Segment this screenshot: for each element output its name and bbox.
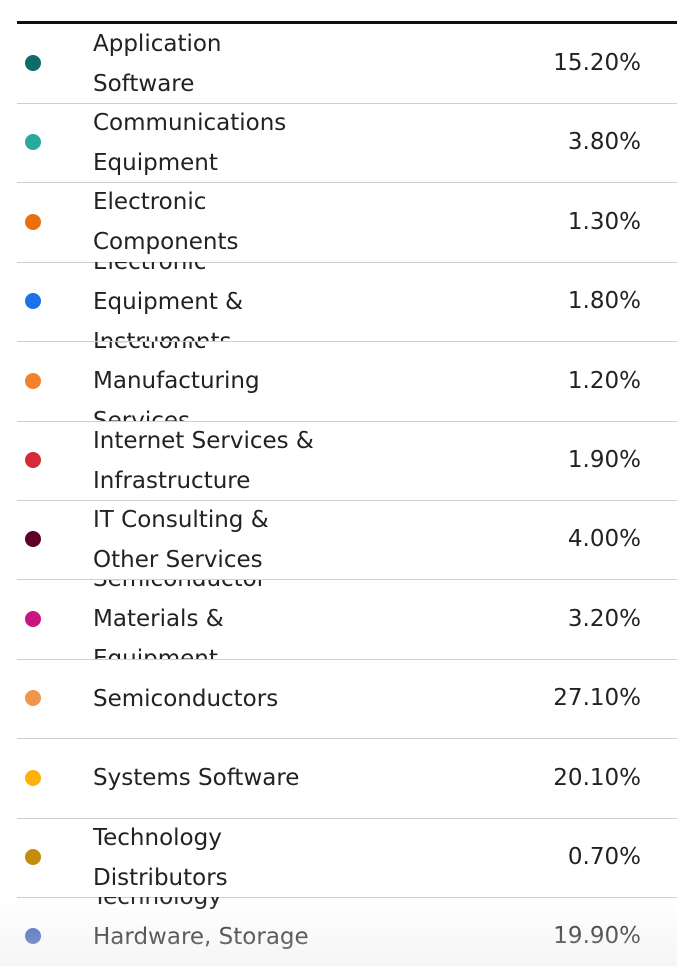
color-dot — [25, 928, 41, 945]
color-dot — [25, 531, 41, 548]
color-dot — [25, 690, 41, 707]
weight-value: 19.90% — [553, 923, 641, 950]
sector-label: Electronic Equipment & Instruments — [93, 262, 393, 341]
sector-row: Electronic Manufacturing Services 1.20% — [17, 342, 677, 422]
sector-row: Semiconductor Materials & Equipment 3.20% — [17, 580, 677, 660]
label-line: Infrastructure — [93, 467, 251, 494]
label-line: Instruments — [93, 328, 232, 343]
color-dot — [25, 769, 41, 786]
sector-row: IT Consulting & Other Services 4.00% — [17, 500, 677, 581]
label-line: Components — [93, 229, 239, 256]
sector-label: Electronic Manufacturing Services — [93, 342, 393, 421]
sector-label: Communications Equipment — [93, 103, 393, 182]
sector-label: IT Consulting & Other Services — [93, 500, 393, 579]
label-line: Technology — [93, 824, 222, 851]
color-dot — [25, 452, 41, 468]
label-line: Other Services — [93, 546, 263, 573]
weight-value: 20.10% — [553, 764, 641, 791]
sector-row: Electronic Equipment & Instruments 1.80% — [17, 262, 677, 343]
color-dot — [25, 849, 41, 865]
top-rule — [17, 21, 677, 24]
color-dot — [25, 55, 41, 71]
weight-value: 0.70% — [567, 844, 641, 870]
sector-label: Technology Distributors — [93, 818, 393, 897]
label-line: Services — [93, 408, 190, 422]
color-dot — [25, 293, 41, 310]
sector-row: Systems Software 20.10% — [17, 739, 677, 819]
weight-value: 3.20% — [567, 605, 641, 632]
label-line: Distributors — [93, 864, 228, 891]
label-line: IT Consulting & — [93, 506, 269, 533]
weight-value: 15.20% — [553, 50, 641, 76]
label-line: Communications — [93, 109, 287, 136]
label-line: Equipment — [93, 646, 218, 660]
sector-label: Electronic Components — [93, 183, 393, 262]
sector-row: Semiconductors 27.10% — [17, 659, 677, 740]
sector-row: Communications Equipment 3.80% — [17, 103, 677, 184]
weight-value: 1.90% — [567, 447, 641, 473]
sector-label: Application Software — [93, 24, 393, 103]
weight-value: 1.30% — [567, 208, 641, 235]
label-line: Equipment — [93, 149, 218, 176]
label-line: Equipment & — [93, 288, 244, 315]
sector-row: Technology Distributors 0.70% — [17, 818, 677, 898]
sector-label: Semiconductor Materials & Equipment — [93, 580, 393, 659]
label-line: Electronic — [93, 342, 393, 362]
sector-row: Application Software 15.20% — [17, 24, 677, 104]
weight-value: 27.10% — [553, 685, 641, 712]
label-line: Technology — [93, 897, 393, 917]
weight-value: 4.00% — [567, 526, 641, 553]
label-line: Semiconductor — [93, 580, 393, 600]
weight-value: 3.80% — [567, 129, 641, 156]
label-line: Hardware, Storage — [93, 923, 309, 950]
label-line: Internet Services & — [93, 427, 314, 454]
sector-row: Technology Hardware, Storage & Peripherals… — [17, 897, 677, 966]
label-line: Manufacturing — [93, 368, 260, 395]
color-dot — [25, 372, 41, 389]
label-line: Electronic — [93, 189, 207, 216]
color-dot — [25, 134, 41, 151]
sector-label: Internet Services & Infrastructure — [93, 421, 393, 500]
sector-label: Systems Software — [93, 739, 393, 818]
weight-value: 1.80% — [567, 288, 641, 315]
sector-label: Technology Hardware, Storage & Peripherals — [93, 897, 393, 966]
label-line: Systems Software — [93, 765, 300, 792]
label-line: Software — [93, 70, 195, 97]
color-dot — [25, 610, 41, 627]
sector-row: Internet Services & Infrastructure 1.90% — [17, 421, 677, 501]
label-line: Semiconductors — [93, 685, 279, 712]
weight-value: 1.20% — [567, 367, 641, 394]
label-line: Materials & — [93, 606, 224, 633]
color-dot — [25, 213, 41, 230]
sector-row: Electronic Components 1.30% — [17, 183, 677, 263]
sector-label: Semiconductors — [93, 659, 393, 738]
label-line: Electronic — [93, 262, 393, 282]
label-line: & Peripherals — [93, 957, 393, 966]
label-line: Application — [93, 30, 222, 57]
